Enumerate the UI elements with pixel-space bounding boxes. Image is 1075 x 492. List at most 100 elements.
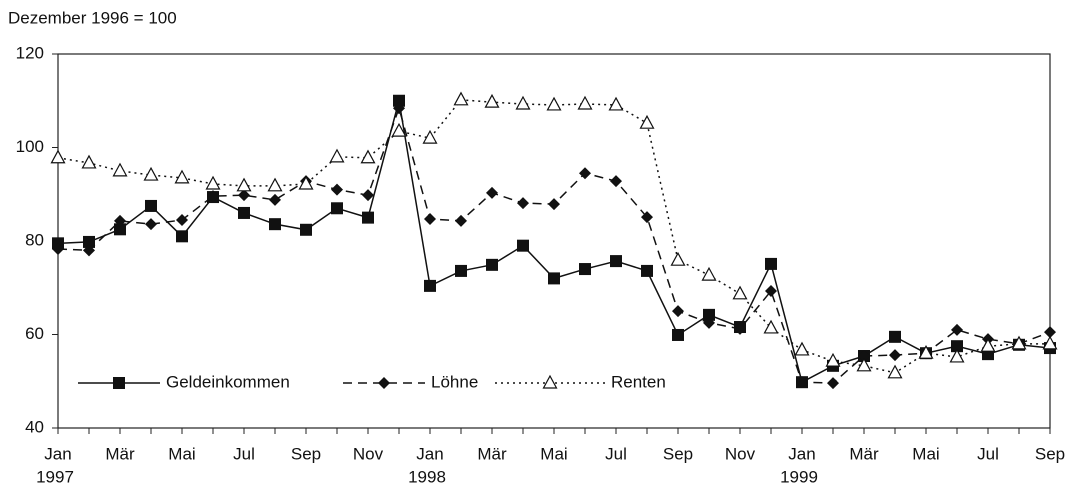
marker [856, 357, 872, 372]
legend-marker [378, 377, 390, 389]
marker [858, 350, 870, 363]
marker [393, 102, 405, 115]
series-line [57, 100, 1051, 384]
marker [763, 319, 779, 334]
marker [52, 242, 64, 255]
x-year-label: 1999 [780, 467, 818, 486]
marker [114, 223, 126, 236]
legend-label: Renten [611, 372, 666, 391]
marker [362, 189, 374, 202]
marker [143, 166, 159, 181]
legend-label: Geldeinkommen [166, 372, 290, 391]
marker [331, 183, 343, 196]
marker [579, 167, 591, 180]
marker [300, 223, 312, 236]
marker [238, 206, 250, 219]
x-tick-label: Mär [105, 444, 135, 463]
marker [207, 190, 219, 203]
marker [579, 263, 591, 276]
marker [1044, 326, 1056, 339]
marker [825, 352, 841, 367]
x-tick-label: Nov [353, 444, 384, 463]
marker [455, 214, 467, 227]
marker [734, 322, 746, 335]
marker [517, 197, 529, 210]
marker [114, 214, 126, 227]
marker [331, 202, 343, 215]
marker [486, 186, 498, 199]
x-tick-label: Jul [233, 444, 255, 463]
marker [362, 211, 374, 224]
marker [949, 348, 965, 363]
marker [951, 340, 963, 353]
marker [176, 230, 188, 243]
marker [670, 251, 686, 266]
legend-label: Löhne [431, 372, 478, 391]
y-tick-label: 120 [16, 43, 44, 62]
y-tick-label: 100 [16, 137, 44, 156]
marker [703, 316, 715, 329]
series-line [57, 105, 1051, 384]
marker [796, 376, 808, 389]
x-tick-label: Jan [416, 444, 443, 463]
marker [269, 193, 281, 206]
marker [732, 285, 748, 300]
marker [610, 255, 622, 268]
x-tick-label: Sep [1035, 444, 1065, 463]
x-tick-label: Mär [477, 444, 507, 463]
marker [794, 341, 810, 356]
marker [827, 377, 839, 390]
marker [980, 337, 996, 352]
marker [360, 149, 376, 164]
y-tick-label: 40 [25, 417, 44, 436]
y-tick-label: 60 [25, 324, 44, 343]
marker [112, 162, 128, 177]
marker [608, 96, 624, 111]
chart-subtitle: Dezember 1996 = 100 [8, 8, 177, 27]
x-tick-label: Jul [605, 444, 627, 463]
marker [1011, 335, 1027, 350]
y-tick-label: 80 [25, 230, 44, 249]
marker [639, 114, 655, 129]
marker [83, 244, 95, 257]
marker [672, 328, 684, 341]
marker [424, 279, 436, 292]
marker [238, 189, 250, 202]
x-tick-label: Jan [788, 444, 815, 463]
marker [546, 96, 562, 111]
x-tick-label: Mai [168, 444, 195, 463]
marker [205, 175, 221, 190]
marker [269, 218, 281, 231]
marker [765, 257, 777, 270]
marker [918, 344, 934, 359]
marker [267, 177, 283, 192]
marker [641, 211, 653, 224]
x-tick-label: Jul [977, 444, 999, 463]
legend-marker [113, 377, 125, 389]
x-tick-label: Nov [725, 444, 756, 463]
marker [236, 177, 252, 192]
series-line [57, 99, 1050, 374]
marker [455, 264, 467, 277]
marker [548, 198, 560, 211]
marker [484, 93, 500, 108]
marker [951, 323, 963, 336]
marker [889, 349, 901, 362]
marker [765, 285, 777, 298]
x-tick-label: Mai [540, 444, 567, 463]
marker [701, 266, 717, 281]
marker [50, 149, 66, 164]
marker [83, 235, 95, 248]
marker [672, 305, 684, 318]
marker [176, 213, 188, 226]
marker [424, 213, 436, 226]
marker [889, 330, 901, 343]
marker [610, 175, 622, 188]
legend-marker [542, 374, 558, 389]
marker [517, 239, 529, 252]
x-tick-label: Mai [912, 444, 939, 463]
marker [577, 95, 593, 110]
marker [703, 308, 715, 321]
marker [453, 91, 469, 106]
x-tick-label: Sep [663, 444, 693, 463]
